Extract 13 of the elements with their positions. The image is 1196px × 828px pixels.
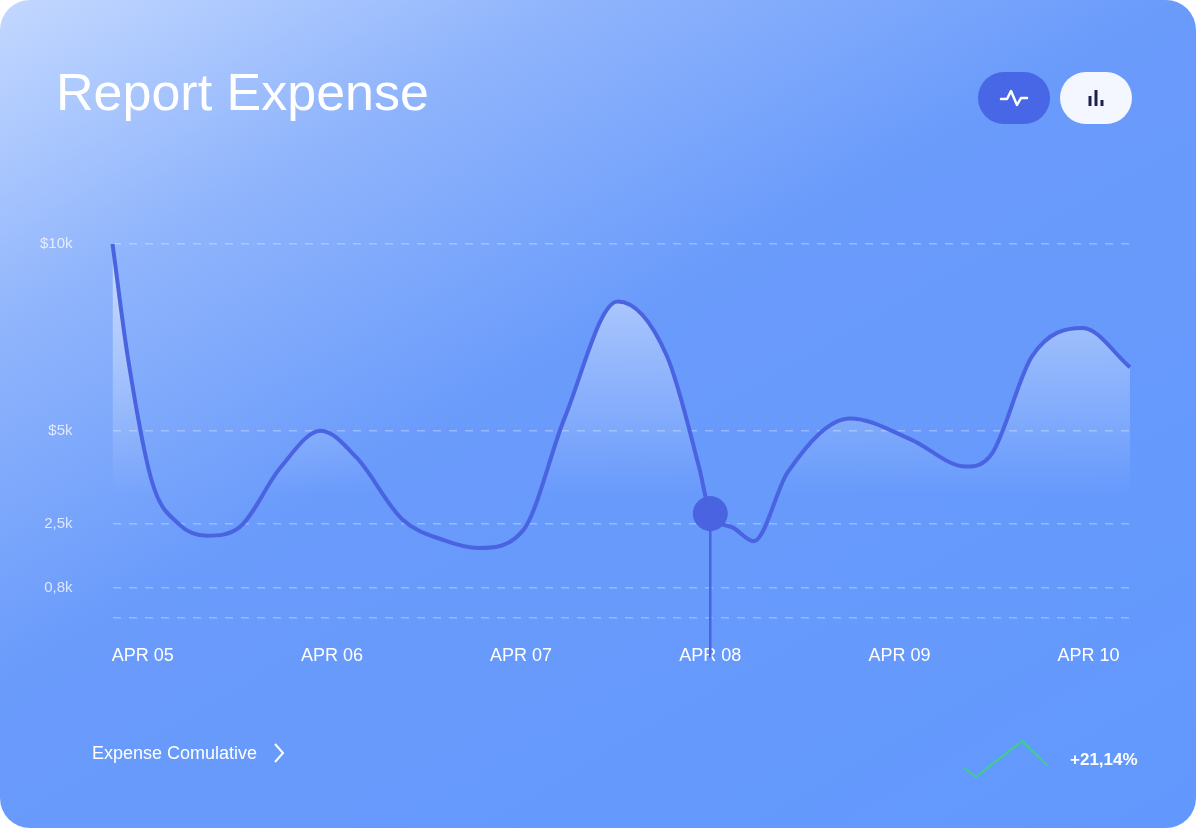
- y-tick-label: 2,5k: [44, 514, 74, 532]
- y-tick-label: $5k: [48, 420, 74, 438]
- text: Expense Comulative: [92, 742, 258, 764]
- x-tick-label: APR 07: [490, 645, 553, 666]
- x-tick-label: APR 08: [679, 645, 742, 666]
- y-tick-label: 0,8k: [44, 577, 74, 595]
- text: +21,14%: [1070, 750, 1138, 770]
- chart-title: Report Expense: [56, 62, 429, 122]
- x-tick-label: APR 05: [111, 645, 174, 666]
- x-tick-label: APR 06: [300, 645, 363, 666]
- x-tick-label: APR 09: [868, 645, 931, 666]
- y-tick-label: $10k: [40, 234, 74, 252]
- x-tick-label: APR 10: [1057, 645, 1120, 666]
